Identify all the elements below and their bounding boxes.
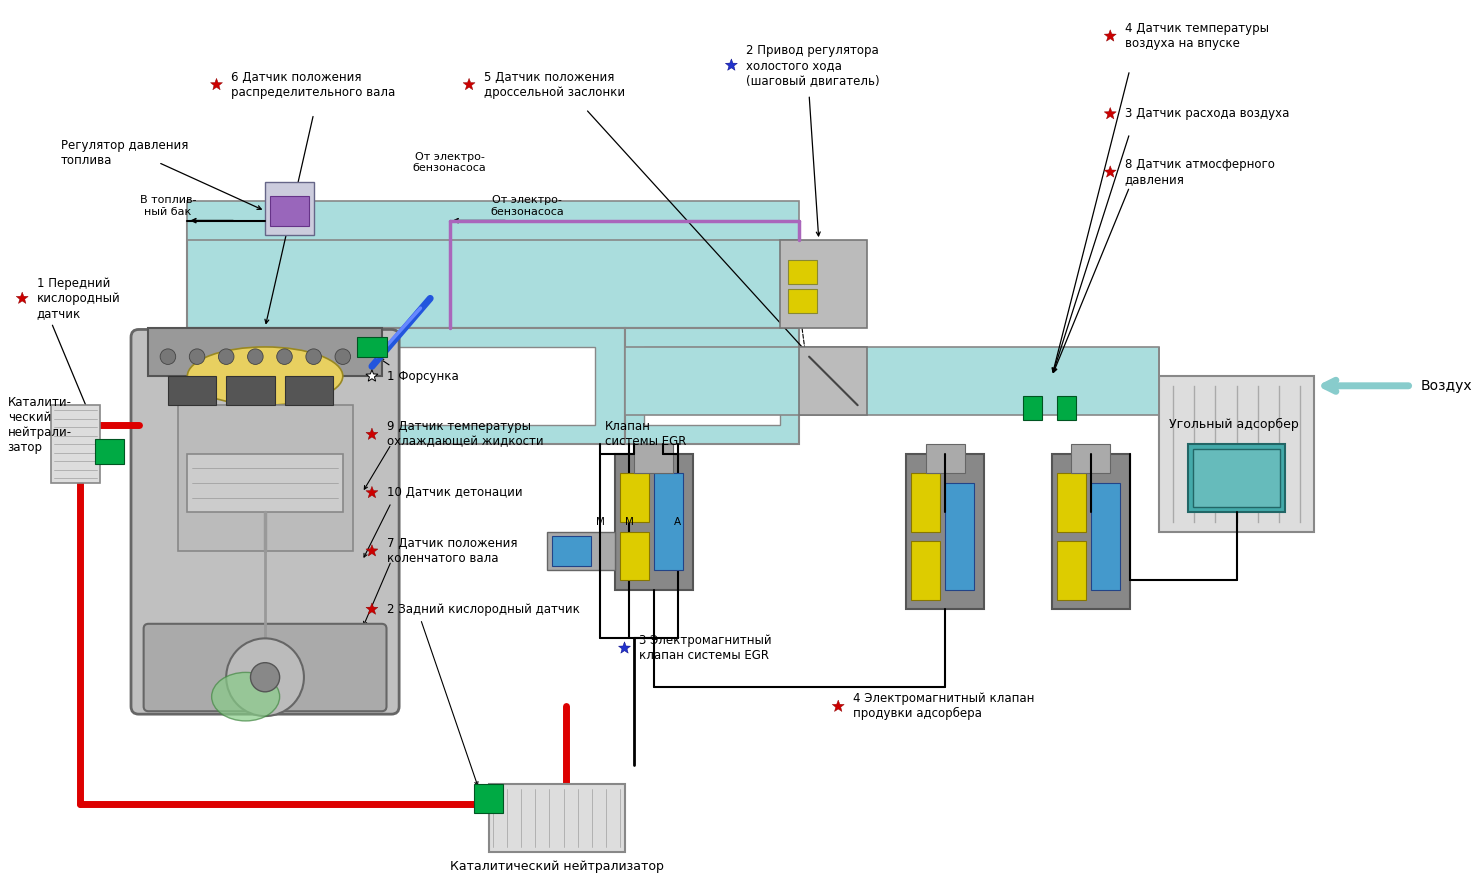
Circle shape bbox=[251, 662, 279, 692]
Text: Каталитический нейтрализатор: Каталитический нейтрализатор bbox=[449, 860, 663, 873]
Bar bbox=[945, 483, 975, 590]
Bar bbox=[188, 454, 343, 512]
Circle shape bbox=[276, 349, 292, 365]
Text: M: M bbox=[625, 517, 634, 527]
Polygon shape bbox=[211, 79, 223, 89]
FancyBboxPatch shape bbox=[131, 330, 399, 714]
Bar bbox=[654, 473, 682, 570]
Polygon shape bbox=[366, 486, 378, 498]
Bar bbox=[226, 376, 275, 405]
Text: A: A bbox=[675, 517, 681, 527]
Polygon shape bbox=[1105, 30, 1117, 41]
Bar bbox=[1188, 444, 1285, 512]
Bar bbox=[95, 439, 124, 463]
Text: От электро-
бензонасоса: От электро- бензонасоса bbox=[490, 195, 564, 217]
Text: 5 Датчик положения
дроссельной заслонки: 5 Датчик положения дроссельной заслонки bbox=[483, 71, 625, 98]
Bar bbox=[1092, 483, 1120, 590]
Circle shape bbox=[335, 349, 350, 365]
Bar bbox=[1058, 541, 1086, 600]
Bar bbox=[188, 327, 625, 444]
Bar bbox=[625, 327, 799, 444]
Bar bbox=[551, 536, 591, 566]
Polygon shape bbox=[619, 642, 631, 654]
Text: Воздух: Воздух bbox=[1421, 379, 1473, 392]
Bar bbox=[787, 259, 817, 283]
Ellipse shape bbox=[211, 672, 279, 721]
Circle shape bbox=[160, 349, 176, 365]
Bar bbox=[625, 347, 1159, 415]
Bar bbox=[188, 221, 799, 327]
Bar bbox=[474, 784, 504, 814]
Text: 10 Датчик детонации: 10 Датчик детонации bbox=[387, 486, 523, 499]
Text: Каталити-
ческий
нейтрали-
затор: Каталити- ческий нейтрали- затор bbox=[7, 396, 72, 453]
Bar bbox=[207, 347, 595, 425]
Text: 3 Датчик расхода воздуха: 3 Датчик расхода воздуха bbox=[1125, 107, 1289, 121]
Bar bbox=[546, 532, 614, 570]
Polygon shape bbox=[366, 428, 378, 440]
Bar bbox=[1058, 395, 1077, 420]
Bar bbox=[1071, 444, 1111, 473]
Bar bbox=[787, 289, 817, 313]
Circle shape bbox=[248, 349, 263, 365]
Bar bbox=[1193, 449, 1281, 507]
Polygon shape bbox=[464, 79, 476, 89]
Text: 7 Датчик положения
коленчатого вала: 7 Датчик положения коленчатого вала bbox=[387, 537, 517, 565]
Polygon shape bbox=[1105, 165, 1117, 177]
Bar bbox=[285, 376, 334, 405]
Bar bbox=[620, 473, 648, 522]
Bar bbox=[911, 541, 941, 600]
Polygon shape bbox=[366, 603, 378, 614]
Text: От электро-
бензонасоса: От электро- бензонасоса bbox=[412, 152, 486, 173]
Text: Угольный адсорбер: Угольный адсорбер bbox=[1168, 418, 1298, 431]
Bar bbox=[149, 327, 381, 376]
Text: 1 Форсунка: 1 Форсунка bbox=[387, 369, 458, 383]
Bar bbox=[270, 197, 309, 225]
Bar bbox=[634, 444, 674, 473]
Text: 4 Электромагнитный клапан
продувки адсорбера: 4 Электромагнитный клапан продувки адсор… bbox=[852, 692, 1034, 721]
Polygon shape bbox=[832, 700, 845, 712]
Text: Регулятор давления
топлива: Регулятор давления топлива bbox=[61, 139, 189, 166]
Text: 6 Датчик положения
распределительного вала: 6 Датчик положения распределительного ва… bbox=[230, 71, 396, 98]
Circle shape bbox=[226, 638, 304, 716]
Polygon shape bbox=[366, 370, 378, 381]
Polygon shape bbox=[1105, 107, 1117, 119]
Bar bbox=[780, 240, 867, 327]
Circle shape bbox=[189, 349, 205, 365]
Circle shape bbox=[306, 349, 322, 365]
Polygon shape bbox=[16, 292, 28, 303]
Text: 1 Передний
кислородный
датчик: 1 Передний кислородный датчик bbox=[37, 277, 121, 320]
Bar bbox=[264, 181, 313, 235]
Bar bbox=[907, 454, 984, 609]
Text: Клапан
системы EGR: Клапан системы EGR bbox=[606, 420, 687, 449]
Polygon shape bbox=[366, 544, 378, 556]
Bar bbox=[188, 201, 799, 240]
Bar bbox=[168, 376, 217, 405]
Text: 4 Датчик температуры
воздуха на впуске: 4 Датчик температуры воздуха на впуске bbox=[1125, 22, 1269, 50]
Bar bbox=[799, 347, 867, 415]
Text: 9 Датчик температуры
охлаждающей жидкости: 9 Датчик температуры охлаждающей жидкост… bbox=[387, 420, 544, 449]
Text: 8 Датчик атмосферного
давления: 8 Датчик атмосферного давления bbox=[1125, 158, 1275, 186]
Circle shape bbox=[219, 349, 233, 365]
Text: В топлив-
ный бак: В топлив- ный бак bbox=[140, 195, 196, 217]
Bar bbox=[620, 532, 648, 580]
Bar bbox=[52, 405, 100, 483]
Text: M: M bbox=[595, 517, 604, 527]
Bar bbox=[1159, 376, 1315, 532]
Text: 2 Задний кислородный датчик: 2 Задний кислородный датчик bbox=[387, 603, 579, 616]
Text: 2 Привод регулятора
холостого хода
(шаговый двигатель): 2 Привод регулятора холостого хода (шаго… bbox=[746, 44, 880, 87]
Bar bbox=[177, 405, 353, 551]
Bar bbox=[926, 444, 964, 473]
Bar bbox=[1058, 473, 1086, 532]
Bar bbox=[1052, 454, 1130, 609]
Bar bbox=[1022, 395, 1043, 420]
Bar bbox=[489, 784, 625, 852]
Ellipse shape bbox=[188, 347, 343, 405]
Text: 3 Электромагнитный
клапан системы EGR: 3 Электромагнитный клапан системы EGR bbox=[640, 634, 771, 662]
FancyBboxPatch shape bbox=[143, 624, 387, 712]
Polygon shape bbox=[725, 59, 737, 71]
Bar bbox=[644, 347, 780, 425]
Bar bbox=[614, 454, 693, 590]
Bar bbox=[911, 473, 941, 532]
Bar bbox=[357, 337, 387, 357]
